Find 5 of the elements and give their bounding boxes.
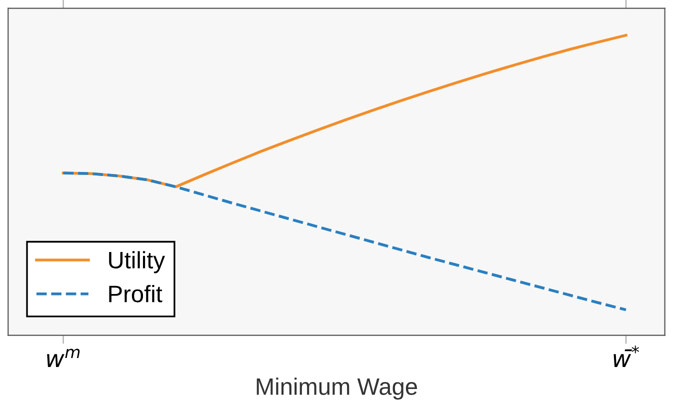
legend-label: Profit bbox=[109, 284, 162, 302]
x-tick-label: w$^{m}$ bbox=[47, 348, 80, 368]
legend-label: Utility bbox=[109, 251, 165, 274]
x-tick-label: w̄$^{*}$ bbox=[614, 346, 640, 367]
x-axis-title: Minimum Wage bbox=[256, 378, 417, 400]
